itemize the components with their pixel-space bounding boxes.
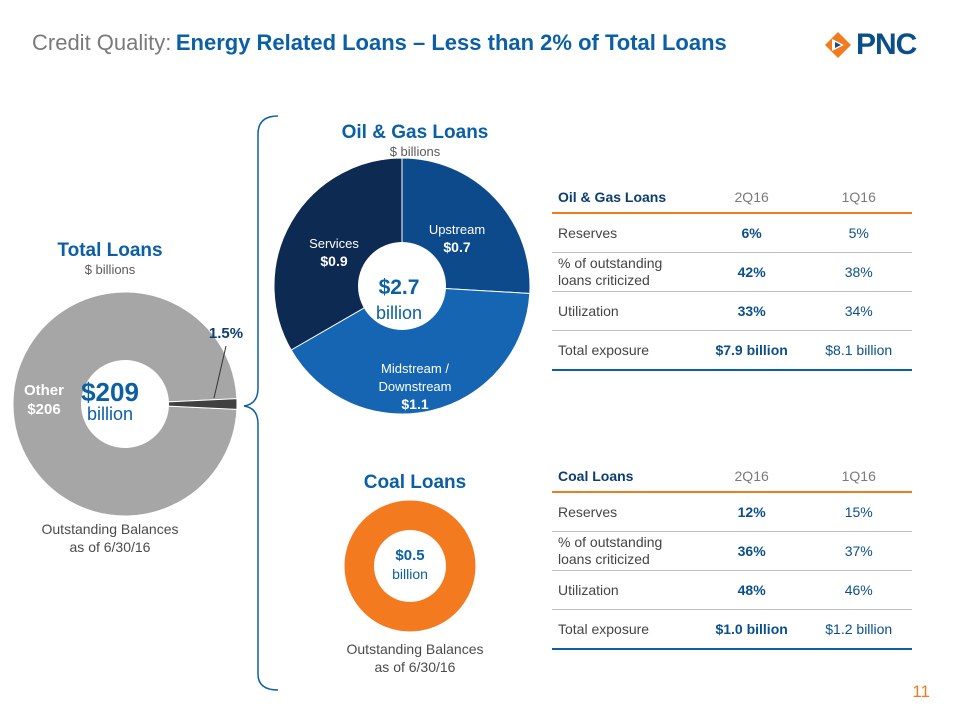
total-note-line1: Outstanding Balances [41, 521, 179, 537]
oil-center-unit: billion [376, 303, 422, 323]
coal-note-line1: Outstanding Balances [346, 641, 484, 657]
row-label-line2: loans criticized [558, 551, 650, 567]
row-label: Total exposure [552, 330, 698, 371]
oil-gas-heading: Oil & Gas Loans $ billions [310, 122, 520, 159]
coal-title: Coal Loans [363, 472, 467, 493]
segment-value-upstream: $0.7 [443, 239, 470, 255]
cell-2q16: 6% [697, 213, 806, 253]
coal-note-line2: as of 6/30/16 [374, 659, 456, 675]
callout-label: 1.5% [209, 325, 243, 342]
coal-table: Coal Loans 2Q16 1Q16 Reserves 12% 15% % … [552, 461, 912, 650]
total-loans-title: Total Loans [57, 240, 163, 261]
row-label: Reserves [552, 213, 698, 253]
title-prefix: Credit Quality: [32, 30, 172, 55]
cell-1q16: 34% [805, 291, 912, 331]
cell-2q16: 36% [697, 531, 806, 571]
cell-1q16: $8.1 billion [805, 330, 912, 371]
table-row: Utilization 48% 46% [552, 570, 912, 610]
table-header-row: Oil & Gas Loans 2Q16 1Q16 [552, 182, 912, 214]
total-note-line2: as of 6/30/16 [69, 539, 151, 555]
table-row: Reserves 6% 5% [552, 213, 912, 253]
cell-2q16: 42% [697, 252, 806, 292]
pnc-mark-icon [825, 32, 851, 58]
row-label-line1: % of outstanding [558, 534, 663, 550]
coal-donut [343, 499, 477, 633]
total-loans-heading: Total Loans $ billions [30, 240, 190, 277]
cell-1q16: 5% [805, 213, 912, 253]
page-title: Credit Quality: Energy Related Loans – L… [32, 30, 727, 56]
total-loans-subtitle: $ billions [84, 262, 136, 277]
segment-value-services: $0.9 [320, 253, 347, 269]
cell-1q16: 38% [805, 252, 912, 292]
cell-1q16: $1.2 billion [805, 609, 912, 650]
segment-label-midstream: Midstream / [381, 361, 449, 376]
table-row: Utilization 33% 34% [552, 291, 912, 331]
row-label-line2: loans criticized [558, 272, 650, 288]
grouping-bracket [243, 115, 279, 691]
row-label: % of outstanding loans criticized [552, 531, 698, 571]
title-main: Energy Related Loans – Less than 2% of T… [175, 30, 727, 55]
other-value: $206 [27, 401, 60, 418]
total-loans-donut [12, 291, 238, 517]
cell-2q16: $1.0 billion [697, 609, 806, 650]
cell-2q16: 12% [697, 492, 806, 532]
oil-gas-slice-midstream-downstream [290, 285, 531, 415]
oil-gas-table: Oil & Gas Loans 2Q16 1Q16 Reserves 6% 5%… [552, 182, 912, 371]
other-label: Other [24, 382, 64, 399]
table-header-cell: 1Q16 [805, 182, 912, 214]
row-label: % of outstanding loans criticized [552, 252, 698, 292]
oil-gas-donut [273, 157, 531, 415]
total-center-value: $209 [81, 377, 139, 407]
oil-gas-subtitle: $ billions [389, 144, 441, 159]
cell-2q16: 33% [697, 291, 806, 331]
table-header-cell: 1Q16 [805, 461, 912, 493]
oil-gas-center-hole [358, 242, 446, 330]
row-label-line1: % of outstanding [558, 255, 663, 271]
table-header-row: Coal Loans 2Q16 1Q16 [552, 461, 912, 493]
row-label: Utilization [552, 291, 698, 331]
table-row: Total exposure $7.9 billion $8.1 billion [552, 330, 912, 371]
cell-2q16: 48% [697, 570, 806, 610]
oil-gas-title: Oil & Gas Loans [341, 122, 489, 143]
total-loans-note: Outstanding Balances as of 6/30/16 [20, 520, 200, 556]
cell-1q16: 46% [805, 570, 912, 610]
table-row: % of outstanding loans criticized 42% 38… [552, 252, 912, 292]
table-header-cell: Coal Loans [552, 461, 698, 493]
coal-note: Outstanding Balances as of 6/30/16 [320, 640, 510, 676]
logo-text: PNC [856, 28, 917, 61]
total-center-hole [81, 360, 169, 448]
table-header-cell: 2Q16 [697, 182, 806, 214]
cell-1q16: 37% [805, 531, 912, 571]
segment-label-upstream: Upstream [429, 222, 485, 237]
coal-center-hole [374, 530, 446, 602]
segment-label-services: Services [309, 236, 359, 251]
coal-center-value: $0.5 [395, 547, 424, 564]
cell-1q16: 15% [805, 492, 912, 532]
total-center-unit: billion [87, 404, 133, 424]
row-label: Reserves [552, 492, 698, 532]
total-slice-energy-related [124, 398, 238, 410]
table-row: Reserves 12% 15% [552, 492, 912, 532]
callout-line [213, 345, 227, 399]
coal-center-unit: billion [392, 566, 428, 582]
row-label: Total exposure [552, 609, 698, 650]
table-header-cell: Oil & Gas Loans [552, 182, 698, 214]
pnc-logo: PNC [824, 28, 917, 62]
segment-value-midstream: $1.1 [401, 396, 428, 412]
cell-2q16: $7.9 billion [697, 330, 806, 371]
row-label: Utilization [552, 570, 698, 610]
table-row: Total exposure $1.0 billion $1.2 billion [552, 609, 912, 650]
table-row: % of outstanding loans criticized 36% 37… [552, 531, 912, 571]
coal-heading: Coal Loans [310, 472, 520, 494]
oil-center-value: $2.7 [379, 276, 420, 299]
page-number: 11 [912, 682, 930, 701]
segment-label-downstream: Downstream [379, 379, 452, 394]
table-header-cell: 2Q16 [697, 461, 806, 493]
